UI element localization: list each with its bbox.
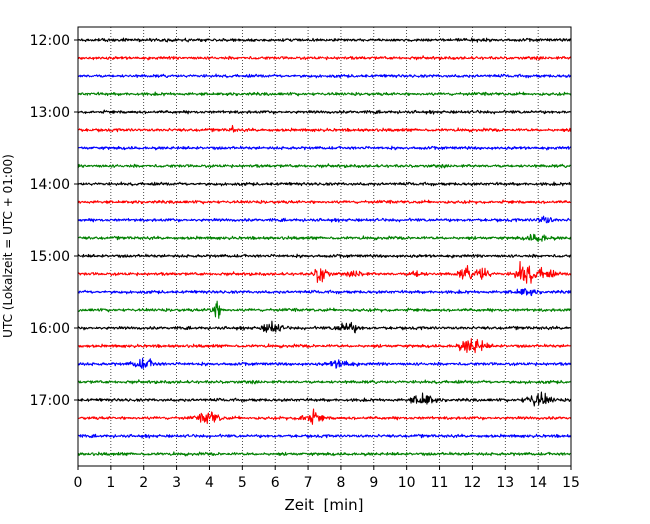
x-tick-label: 6 [271, 475, 280, 491]
tick-layer: 0 1 2 3 4 5 6 7 8 9 10 11 12 13 14 1512:0013:0014:0015:… [30, 33, 580, 491]
x-tick-label: 4 [205, 475, 214, 491]
x-tick-label: 14 [529, 475, 547, 491]
seismic-trace [77, 109, 572, 115]
grid-layer [110, 27, 539, 466]
seismic-trace [77, 433, 572, 439]
y-tick-label: 17:00 [30, 393, 70, 409]
seismic-trace [77, 181, 572, 187]
seismic-trace [77, 320, 572, 334]
seismic-trace [77, 357, 572, 370]
x-tick-label: 12 [463, 475, 481, 491]
x-tick-label: 7 [304, 475, 313, 491]
x-tick-label: 1 [106, 475, 115, 491]
trace-layer [77, 37, 572, 457]
x-tick-label: 13 [496, 475, 514, 491]
seismic-trace [77, 215, 572, 224]
y-tick-label: 13:00 [30, 105, 70, 121]
x-tick-label: 8 [336, 475, 345, 491]
seismic-trace [77, 91, 572, 97]
seismic-trace [77, 408, 572, 425]
seismic-trace [77, 391, 572, 407]
x-tick-label: 0 [74, 475, 83, 491]
seismic-trace [77, 379, 572, 385]
seismic-trace [77, 300, 572, 319]
seismic-trace [77, 163, 572, 169]
y-tick-label: 16:00 [30, 321, 70, 337]
seismic-trace [77, 233, 572, 243]
x-tick-label: 3 [172, 475, 181, 491]
x-tick-label: 10 [398, 475, 416, 491]
seismic-trace [77, 338, 572, 354]
seismic-trace [77, 253, 572, 259]
x-tick-label: 11 [431, 475, 449, 491]
x-tick-label: 2 [139, 475, 148, 491]
seismic-trace [77, 199, 572, 205]
y-tick-label: 14:00 [30, 177, 70, 193]
plot-background [78, 27, 571, 466]
x-tick-label: 9 [369, 475, 378, 491]
seismic-trace [77, 145, 572, 151]
seismic-trace [77, 451, 572, 457]
seismic-trace [77, 124, 572, 133]
y-tick-label: 15:00 [30, 249, 70, 265]
seismic-trace [77, 37, 572, 43]
plot-frame [77, 26, 572, 467]
x-tick-label: 15 [562, 475, 580, 491]
seismic-trace [77, 287, 572, 297]
y-tick-label: 12:00 [30, 33, 70, 49]
seismic-trace [77, 55, 572, 61]
seismic-trace [77, 260, 572, 284]
y-axis-label: UTC (Lokalzeit = UTC + 01:00) [1, 154, 15, 338]
x-tick-label: 5 [238, 475, 247, 491]
seismic-trace [77, 73, 572, 79]
x-axis-label: Zeit [min] [284, 496, 363, 514]
